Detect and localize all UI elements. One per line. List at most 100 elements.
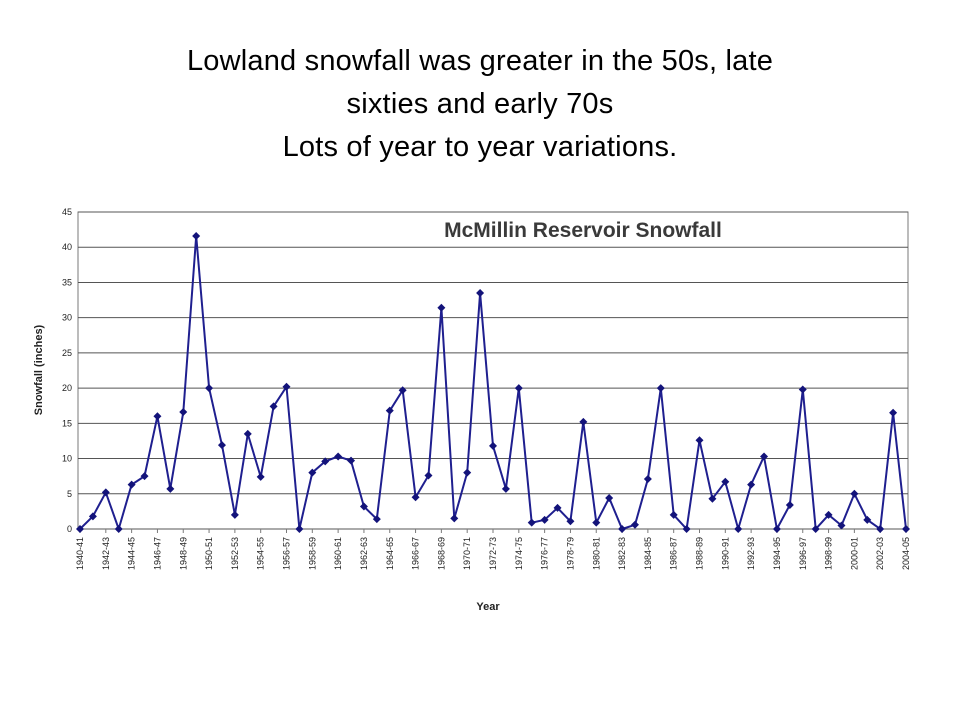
data-point — [876, 525, 885, 533]
x-tick-label: 2004-05 — [901, 537, 911, 570]
data-point — [695, 436, 704, 445]
data-point — [269, 402, 278, 411]
plot-area — [77, 211, 909, 530]
x-tick-label: 1962-63 — [359, 537, 369, 570]
x-tick-label: 1972-73 — [488, 537, 498, 570]
y-tick-label: 15 — [62, 418, 72, 428]
data-point — [334, 452, 343, 461]
data-point — [747, 480, 756, 489]
data-point — [424, 471, 433, 480]
x-tick-label: 2000-01 — [849, 537, 859, 570]
data-point — [347, 456, 356, 465]
data-point — [540, 515, 549, 524]
data-point — [217, 441, 226, 450]
data-point — [153, 412, 162, 421]
data-point — [527, 518, 536, 527]
data-point — [760, 452, 769, 461]
data-point — [359, 502, 368, 511]
x-tick-label: 1952-53 — [230, 537, 240, 570]
data-point — [902, 525, 910, 533]
x-tick-label: 1976-77 — [540, 537, 550, 570]
x-tick-label: 1950-51 — [204, 537, 214, 570]
data-point — [489, 441, 497, 450]
y-tick-label: 30 — [62, 313, 72, 323]
data-point — [88, 512, 97, 521]
data-point — [850, 489, 859, 498]
y-tick-label: 40 — [62, 242, 72, 252]
x-tick-label: 1994-95 — [772, 537, 782, 570]
snowfall-line-chart: 0 5 10 15 20 25 30 35 40 45 1940-41 1942-43 1944-45… — [33, 207, 911, 613]
x-tick-label: 1992-93 — [746, 537, 756, 570]
x-tick-label: 1982-83 — [617, 537, 627, 570]
x-tick-label: 1942-43 — [101, 537, 111, 570]
data-point — [514, 384, 523, 393]
data-point — [811, 525, 820, 533]
data-point — [308, 468, 317, 477]
data-point — [643, 474, 652, 483]
data-point — [476, 289, 485, 298]
data-point — [76, 525, 84, 533]
x-tick-label: 1978-79 — [565, 537, 575, 570]
y-tick-label: 25 — [62, 348, 72, 358]
data-markers — [76, 231, 910, 533]
x-tick-label: 1988-89 — [695, 537, 705, 570]
y-axis-ticks: 0 5 10 15 20 25 30 35 40 45 — [62, 207, 72, 534]
data-point — [889, 408, 898, 417]
data-point — [708, 494, 717, 503]
x-tick-label: 2002-03 — [875, 537, 885, 570]
data-point — [256, 472, 265, 481]
y-tick-label: 5 — [67, 489, 72, 499]
data-point — [682, 525, 691, 533]
data-point — [127, 480, 136, 489]
data-point — [372, 515, 381, 524]
data-point — [592, 518, 601, 527]
data-point — [863, 515, 872, 524]
x-tick-label: 1948-49 — [178, 537, 188, 570]
data-point — [398, 386, 407, 395]
y-tick-label: 0 — [67, 524, 72, 534]
data-point — [501, 484, 510, 493]
data-point — [669, 510, 678, 519]
y-axis-label: Snowfall (inches) — [33, 324, 45, 415]
slide-title-line-1: Lowland snowfall was greater in the 50s,… — [186, 45, 774, 77]
data-point — [798, 385, 807, 394]
slide-title: Lowland snowfall was greater in the 50s,… — [0, 40, 960, 169]
data-point — [411, 493, 420, 502]
x-tick-label: 1944-45 — [127, 537, 137, 570]
chart-title: McMillin Reservoir Snowfall — [444, 219, 722, 242]
data-point — [785, 501, 794, 510]
data-point — [243, 429, 252, 438]
x-tick-label: 1964-65 — [385, 537, 395, 570]
data-point — [450, 514, 459, 523]
y-tick-label: 35 — [62, 277, 72, 287]
x-tick-label: 1984-85 — [643, 537, 653, 570]
data-point — [179, 408, 188, 417]
data-point — [605, 494, 614, 503]
data-point — [230, 510, 239, 519]
x-tick-label: 1960-61 — [333, 537, 343, 570]
x-tick-label: 1996-97 — [798, 537, 808, 570]
y-tick-label: 45 — [62, 207, 72, 217]
slide-title-line-3: Lots of year to year variations. — [282, 131, 678, 163]
x-tick-label: 1968-69 — [436, 537, 446, 570]
data-point — [463, 468, 472, 477]
x-tick-label: 1956-57 — [282, 537, 292, 570]
x-tick-label: 1986-87 — [669, 537, 679, 570]
data-point — [837, 521, 846, 530]
data-point — [321, 457, 330, 466]
data-point — [772, 525, 781, 533]
slide-title-line-2: sixties and early 70s — [346, 88, 614, 120]
chart-container: 0 5 10 15 20 25 30 35 40 45 1940-41 1942-43 1944-45… — [30, 200, 930, 620]
data-point — [101, 488, 110, 497]
data-point — [734, 525, 743, 533]
data-point — [295, 525, 304, 533]
y-tick-label: 20 — [62, 383, 72, 393]
x-tick-label: 1966-67 — [411, 537, 421, 570]
x-tick-label: 1954-55 — [256, 537, 266, 570]
data-point — [579, 417, 588, 426]
x-tick-label: 1980-81 — [591, 537, 601, 570]
data-point — [282, 382, 291, 391]
x-tick-label: 1940-41 — [75, 537, 85, 570]
y-tick-label: 10 — [62, 454, 72, 464]
data-point — [205, 384, 214, 393]
